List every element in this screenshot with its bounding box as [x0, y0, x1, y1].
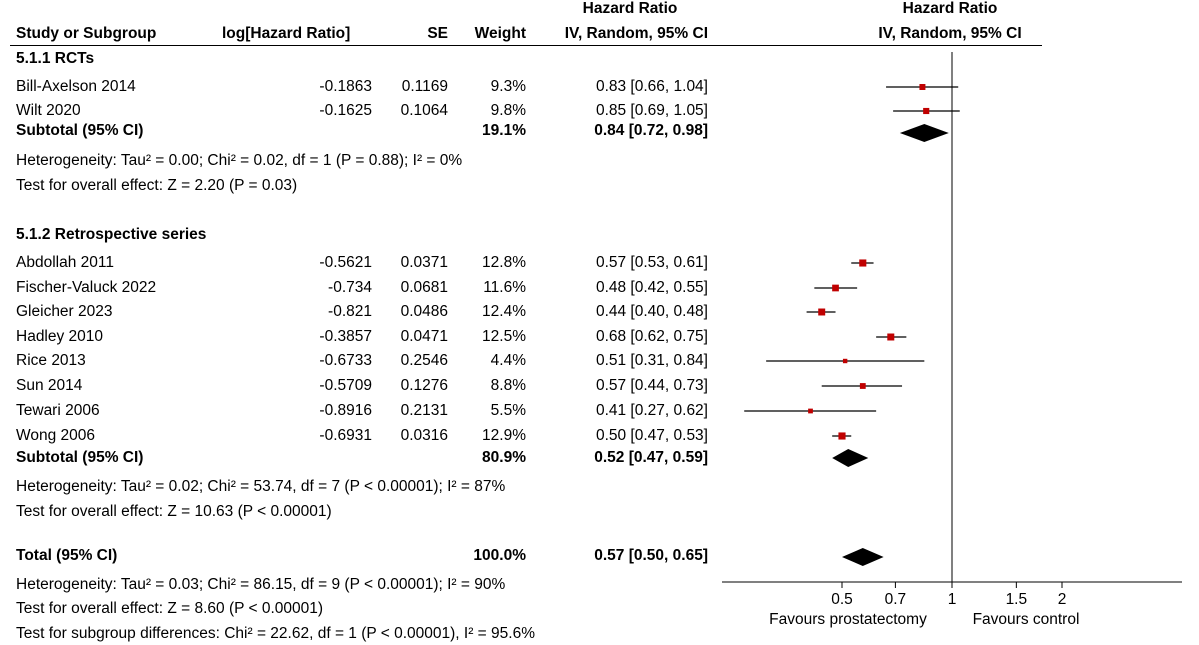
favours-right-label: Favours control	[972, 611, 1080, 628]
point-estimate-marker	[838, 432, 846, 440]
study-se: 0.1169	[401, 78, 448, 95]
study-ci: 0.41 [0.27, 0.62]	[595, 402, 708, 419]
study-name: Wong 2006	[16, 427, 95, 444]
x-axis-tick-label: 2	[1058, 591, 1067, 608]
subgroup-title: 5.1.1 RCTs	[16, 50, 95, 67]
study-name: Bill-Axelson 2014	[16, 78, 136, 95]
study-ci: 0.57 [0.44, 0.73]	[595, 377, 708, 394]
point-estimate-marker	[859, 259, 867, 267]
heterogeneity-text: Heterogeneity: Tau² = 0.02; Chi² = 53.74…	[16, 478, 506, 495]
study-name: Hadley 2010	[16, 328, 104, 345]
subtotal-label: Subtotal (95% CI)	[16, 122, 144, 139]
study-se: 0.0316	[400, 427, 448, 444]
study-column-header: Study or Subgroup	[16, 25, 157, 42]
study-se: 0.0371	[400, 254, 448, 271]
study-name: Gleicher 2023	[16, 303, 113, 320]
subtotal-ci: 0.84 [0.72, 0.98]	[594, 122, 708, 139]
study-weight: 12.5%	[482, 328, 526, 345]
study-se: 0.0681	[400, 279, 448, 296]
subtotal-weight: 80.9%	[482, 449, 526, 466]
overall-effect-text: Test for overall effect: Z = 2.20 (P = 0…	[16, 177, 298, 194]
study-name: Abdollah 2011	[16, 254, 114, 271]
total-ci: 0.57 [0.50, 0.65]	[594, 547, 708, 564]
total-label: Total (95% CI)	[16, 547, 118, 564]
study-weight: 8.8%	[490, 377, 526, 394]
hr-column-title: Hazard Ratio	[582, 0, 678, 17]
point-estimate-marker	[808, 408, 813, 414]
point-estimate-marker	[832, 284, 839, 292]
study-ci: 0.51 [0.31, 0.84]	[595, 352, 708, 369]
study-loghr: -0.8916	[319, 402, 372, 419]
hr-ci-column-header: IV, Random, 95% CI	[564, 25, 708, 42]
total-overall-effect-text: Test for overall effect: Z = 8.60 (P < 0…	[16, 600, 324, 617]
study-se: 0.1276	[400, 377, 448, 394]
subtotal-label: Subtotal (95% CI)	[16, 449, 144, 466]
study-loghr: -0.3857	[319, 328, 372, 345]
subgroup-differences-text: Test for subgroup differences: Chi² = 22…	[16, 625, 535, 642]
study-weight: 9.8%	[490, 102, 526, 119]
header-rule	[10, 45, 1042, 46]
study-name: Wilt 2020	[16, 102, 81, 119]
study-loghr: -0.1625	[319, 102, 372, 119]
loghr-column-header: log[Hazard Ratio]	[222, 25, 351, 42]
study-weight: 9.3%	[490, 78, 526, 95]
study-se: 0.2131	[400, 402, 448, 419]
weight-column-header: Weight	[474, 25, 526, 42]
x-axis-tick-label: 1.5	[1006, 591, 1028, 608]
x-axis-tick-label: 1	[948, 591, 957, 608]
study-name: Fischer-Valuck 2022	[16, 279, 157, 296]
study-se: 0.1064	[400, 102, 448, 119]
study-ci: 0.48 [0.42, 0.55]	[595, 279, 708, 296]
study-weight: 11.6%	[483, 279, 526, 296]
pooled-diamond	[832, 449, 869, 467]
study-weight: 12.8%	[482, 254, 526, 271]
point-estimate-marker	[859, 383, 866, 389]
heterogeneity-text: Heterogeneity: Tau² = 0.00; Chi² = 0.02,…	[16, 152, 463, 169]
study-name: Tewari 2006	[16, 402, 100, 419]
plot-column-title: Hazard Ratio	[902, 0, 998, 17]
se-column-header: SE	[427, 25, 448, 42]
point-estimate-marker	[923, 107, 930, 115]
study-weight: 4.4%	[490, 352, 526, 369]
subgroup-title: 5.1.2 Retrospective series	[16, 226, 207, 243]
study-loghr: -0.6733	[319, 352, 372, 369]
pooled-diamond	[842, 548, 884, 566]
subtotal-ci: 0.52 [0.47, 0.59]	[594, 449, 708, 466]
study-ci: 0.57 [0.53, 0.61]	[595, 254, 708, 271]
study-se: 0.0471	[400, 328, 448, 345]
study-ci: 0.50 [0.47, 0.53]	[595, 427, 708, 444]
pooled-diamond	[899, 124, 949, 142]
study-ci: 0.85 [0.69, 1.05]	[595, 102, 708, 119]
favours-left-label: Favours prostatectomy	[769, 611, 927, 628]
point-estimate-marker	[919, 84, 926, 90]
study-name: Sun 2014	[16, 377, 83, 394]
study-se: 0.0486	[400, 303, 448, 320]
total-heterogeneity-text: Heterogeneity: Tau² = 0.03; Chi² = 86.15…	[16, 576, 506, 593]
plot-scale-header: IV, Random, 95% CI	[878, 25, 1022, 42]
x-axis-tick-label: 0.7	[885, 591, 907, 608]
point-estimate-marker	[818, 308, 826, 316]
study-weight: 5.5%	[490, 402, 526, 419]
study-se: 0.2546	[400, 352, 448, 369]
overall-effect-text: Test for overall effect: Z = 10.63 (P < …	[16, 503, 332, 520]
total-weight: 100.0%	[473, 547, 526, 564]
point-estimate-marker	[887, 333, 895, 341]
study-ci: 0.44 [0.40, 0.48]	[595, 303, 708, 320]
point-estimate-marker	[842, 358, 848, 364]
study-loghr: -0.6931	[319, 427, 372, 444]
study-loghr: -0.5709	[319, 377, 372, 394]
study-loghr: -0.5621	[319, 254, 372, 271]
x-axis-tick-label: 0.5	[831, 591, 853, 608]
study-loghr: -0.1863	[319, 78, 372, 95]
study-ci: 0.83 [0.66, 1.04]	[595, 78, 708, 95]
study-loghr: -0.734	[328, 279, 372, 296]
study-loghr: -0.821	[328, 303, 372, 320]
study-ci: 0.68 [0.62, 0.75]	[595, 328, 708, 345]
study-weight: 12.4%	[482, 303, 526, 320]
subtotal-weight: 19.1%	[482, 122, 526, 139]
study-name: Rice 2013	[16, 352, 86, 369]
study-weight: 12.9%	[482, 427, 526, 444]
